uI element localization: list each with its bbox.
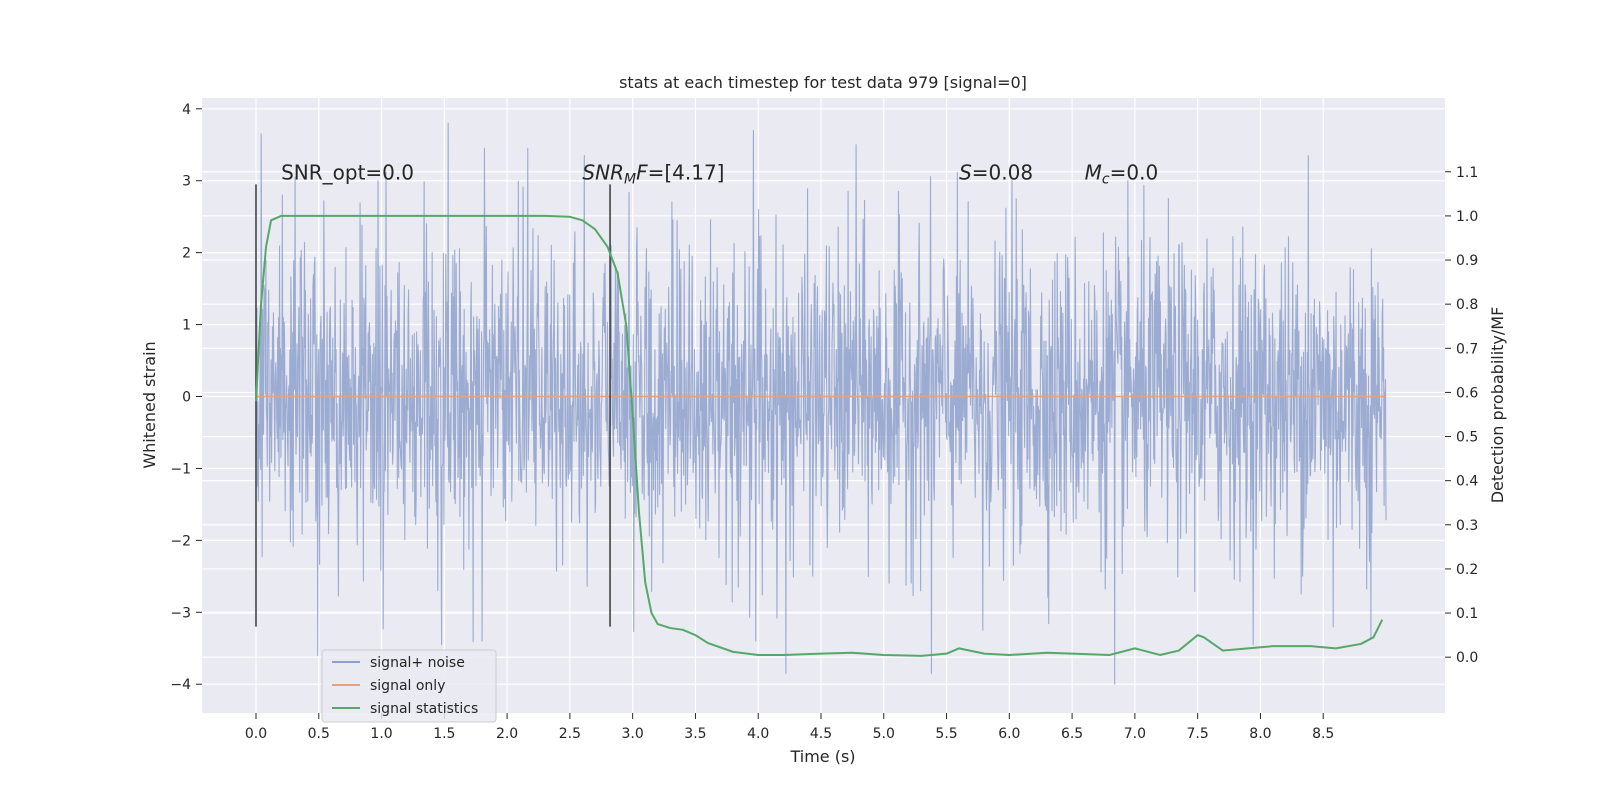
vertical-markers <box>255 184 611 627</box>
annotation-s: S=0.08 <box>959 161 1033 185</box>
legend: signal+ noise signal only signal statist… <box>321 649 497 723</box>
x-tick-label-6: 3.0 <box>622 726 644 742</box>
y-tick-label-5: 1 <box>182 318 191 334</box>
legend-label-signal-statistics: signal statistics <box>370 701 478 717</box>
y2-tick-label-2: 0.2 <box>1456 562 1478 578</box>
annotation-snr-opt-part-0: SNR_opt=0.0 <box>281 161 414 185</box>
annotation-s-part-1: =0.08 <box>972 161 1033 185</box>
y2-tick-label-8: 0.8 <box>1456 297 1478 313</box>
legend-label-signal-only: signal only <box>370 678 445 694</box>
x-tick-label-3: 1.5 <box>433 726 455 742</box>
annotation-snr-mf: SNRMF=[4.17] <box>582 161 724 188</box>
y2-tick-label-6: 0.6 <box>1456 385 1478 401</box>
y-tick-label-6: 2 <box>182 246 191 262</box>
y2-tick-label-9: 0.9 <box>1456 253 1478 269</box>
x-tick-label-2: 1.0 <box>370 726 392 742</box>
x-tick-label-12: 6.0 <box>998 726 1020 742</box>
y2-tick-label-3: 0.3 <box>1456 518 1478 534</box>
annotation-mc-part-2: =0.0 <box>1110 161 1159 185</box>
y-tick-label-8: 4 <box>182 102 191 118</box>
x-tick-label-15: 7.5 <box>1187 726 1209 742</box>
annotation-snr-mf-part-2: F <box>636 161 648 185</box>
annotation-s-part-0: S <box>959 161 972 185</box>
y2-tick-label-1: 0.1 <box>1456 606 1478 622</box>
y2-tick-label-10: 1.0 <box>1456 209 1478 225</box>
x-tick-label-8: 4.0 <box>747 726 769 742</box>
y2-tick-label-0: 0.0 <box>1456 650 1478 666</box>
legend-label-signal-noise: signal+ noise <box>370 655 465 671</box>
signal-noise-series <box>255 122 1387 685</box>
x-tick-label-11: 5.5 <box>935 726 957 742</box>
x-tick-label-4: 2.0 <box>496 726 518 742</box>
x-tick-label-14: 7.0 <box>1124 726 1146 742</box>
x-tick-label-5: 2.5 <box>559 726 581 742</box>
annotation-snr-mf-part-3: =[4.17] <box>648 161 725 185</box>
legend-box <box>321 649 497 723</box>
annotations: SNR_opt=0.0 SNRMF=[4.17] S=0.08 Mc=0.0 <box>281 161 1158 188</box>
x-tick-label-0: 0.0 <box>245 726 267 742</box>
y2-tick-label-4: 0.4 <box>1456 474 1478 490</box>
y-tick-label-1: −3 <box>170 605 191 621</box>
annotation-mc: Mc=0.0 <box>1085 161 1159 188</box>
y2-axis-label: Detection probability/MF <box>1488 307 1507 504</box>
x-tick-label-13: 6.5 <box>1061 726 1083 742</box>
x-axis-label: Time (s) <box>789 747 855 766</box>
y-tick-label-0: −4 <box>170 677 191 693</box>
y2-tick-label-7: 0.7 <box>1456 341 1478 357</box>
x-tick-label-16: 8.0 <box>1249 726 1271 742</box>
signal-statistics-series <box>254 214 1384 657</box>
y-tick-label-2: −2 <box>170 533 191 549</box>
y2-tick-label-11: 1.1 <box>1456 165 1478 181</box>
annotation-mc-part-1: c <box>1102 172 1110 188</box>
y-tick-label-3: −1 <box>170 461 191 477</box>
x-tick-label-9: 4.5 <box>810 726 832 742</box>
annotation-snr-mf-part-1: M <box>624 172 636 188</box>
chart-title: stats at each timestep for test data 979… <box>619 73 1027 92</box>
y-axis-label: Whitened strain <box>140 341 159 468</box>
x-tick-label-17: 8.5 <box>1312 726 1334 742</box>
x-tick-label-7: 3.5 <box>684 726 706 742</box>
y2-tick-label-5: 0.5 <box>1456 430 1478 446</box>
signal-noise-line <box>255 122 1387 685</box>
signal-statistics-line <box>254 214 1384 657</box>
y-tick-label-4: 0 <box>182 390 191 406</box>
axis-ticks: 0.0 0.5 1.0 1.5 2.0 2.5 3.0 3.5 4.0 4.5 5.0 5.5 6.0 6… <box>170 102 1478 742</box>
y-tick-label-7: 3 <box>182 174 191 190</box>
annotation-snr-opt: SNR_opt=0.0 <box>281 161 414 185</box>
annotation-mc-part-0: M <box>1085 161 1102 185</box>
x-tick-label-1: 0.5 <box>308 726 330 742</box>
x-tick-label-10: 5.0 <box>873 726 895 742</box>
annotation-snr-mf-part-0: SNR <box>582 161 624 185</box>
